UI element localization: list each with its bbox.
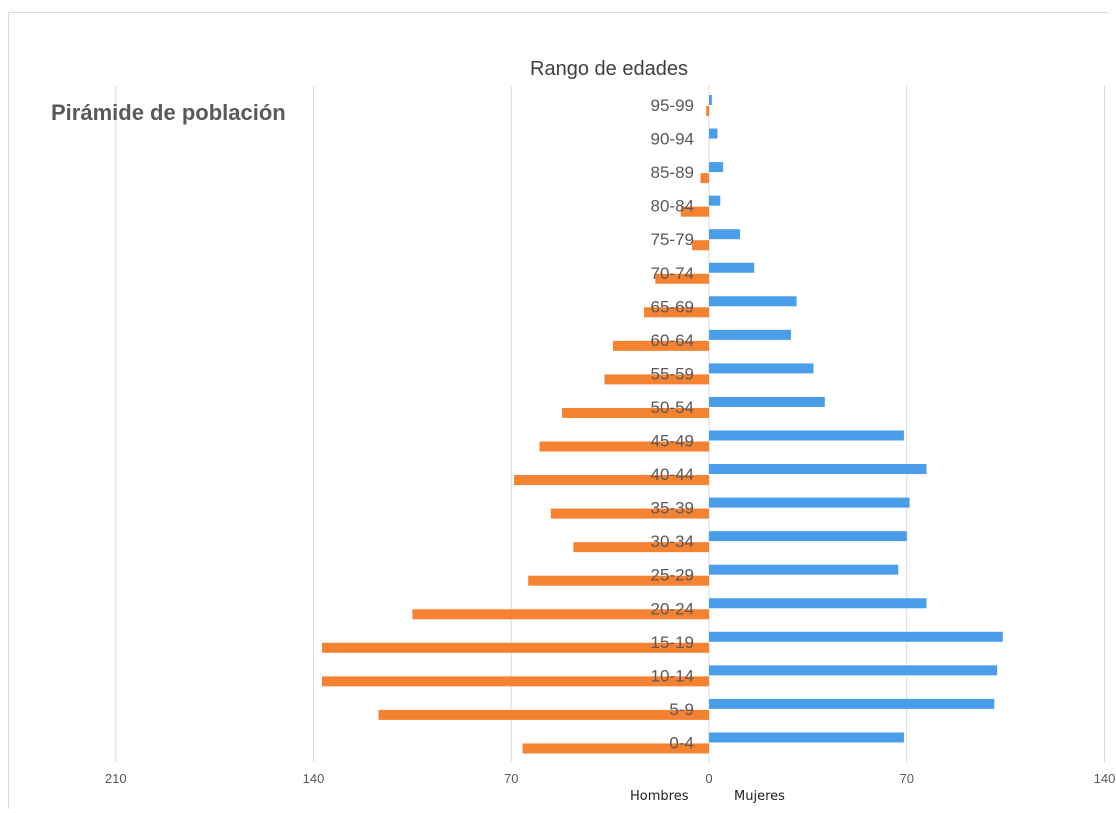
bar-hombres [680, 206, 709, 217]
age-category-label: 85-89 [651, 163, 694, 182]
bar-hombres [644, 307, 709, 318]
bar-mujeres [709, 631, 1003, 642]
age-category-label: 70-74 [651, 264, 694, 283]
age-category-label: 65-69 [651, 297, 694, 316]
x-tick-label: 140 [303, 771, 325, 786]
grid-lines [115, 86, 1105, 762]
bar-mujeres [709, 732, 904, 743]
age-category-label: 40-44 [651, 465, 694, 484]
age-category-label: 55-59 [651, 364, 694, 383]
bar-mujeres [709, 262, 755, 273]
bar-hombres [522, 743, 709, 754]
bar-mujeres [709, 229, 741, 240]
bars [321, 95, 1003, 754]
bar-mujeres [709, 598, 927, 609]
bar-hombres [514, 475, 709, 486]
x-tick-label: 0 [705, 771, 712, 786]
age-category-label: 15-19 [651, 633, 694, 652]
bar-hombres [706, 106, 709, 116]
bar-hombres [550, 508, 709, 519]
bar-hombres [378, 709, 709, 720]
bar-mujeres [709, 329, 791, 340]
bar-hombres [604, 374, 709, 385]
bar-mujeres [709, 464, 927, 475]
age-category-label: 0-4 [669, 733, 694, 752]
x-tick-label: 70 [900, 771, 914, 786]
bar-mujeres [709, 162, 724, 173]
age-category-label: 10-14 [651, 666, 694, 685]
age-category-label: 30-34 [651, 532, 694, 551]
age-category-label: 20-24 [651, 599, 694, 618]
page-heading: Pirámide de población [51, 100, 286, 125]
bar-mujeres [709, 564, 899, 575]
age-category-label: 35-39 [651, 499, 694, 518]
bar-mujeres [709, 497, 910, 508]
legend-mujeres: Mujeres [734, 789, 785, 804]
bar-mujeres [709, 698, 995, 709]
bar-mujeres [709, 296, 797, 307]
bar-hombres [528, 575, 709, 586]
age-category-label: 50-54 [651, 398, 694, 417]
age-category-label: 80-84 [651, 197, 694, 216]
bar-hombres [655, 273, 709, 284]
bar-hombres [539, 441, 709, 452]
chart-title: Rango de edades [530, 58, 688, 80]
bar-hombres [573, 542, 709, 553]
bar-mujeres [709, 363, 814, 374]
age-category-label: 90-94 [651, 130, 694, 149]
age-category-label: 25-29 [651, 566, 694, 585]
age-category-label: 5-9 [669, 700, 694, 719]
bar-hombres [562, 407, 709, 418]
age-category-label: 95-99 [651, 96, 694, 115]
bar-mujeres [709, 665, 998, 676]
bar-hombres [321, 642, 709, 653]
bar-mujeres [709, 128, 718, 139]
x-tick-label: 210 [105, 771, 127, 786]
legend-hombres: Hombres [630, 789, 689, 804]
bar-mujeres [709, 430, 904, 441]
age-category-label: 75-79 [651, 230, 694, 249]
age-category-label: 45-49 [651, 432, 694, 451]
bar-mujeres [709, 531, 907, 542]
age-category-labels: 0-4 5-9 10-14 15-19 20-24 25-29 30-34 35-39 40-4… [651, 96, 694, 752]
x-tick-labels: 210 140 70 0 70 140 [105, 771, 1115, 786]
age-category-label: 60-64 [651, 331, 694, 350]
bar-mujeres [709, 396, 825, 407]
bar-mujeres [709, 195, 721, 206]
bar-hombres [700, 173, 709, 184]
bar-hombres [412, 609, 709, 620]
bar-hombres [321, 676, 709, 687]
chart-frame [8, 12, 1109, 809]
x-tick-label: 70 [504, 771, 518, 786]
bar-hombres [612, 340, 709, 351]
bar-mujeres [709, 95, 712, 105]
x-tick-label: 140 [1094, 771, 1116, 786]
bar-hombres [692, 240, 709, 251]
